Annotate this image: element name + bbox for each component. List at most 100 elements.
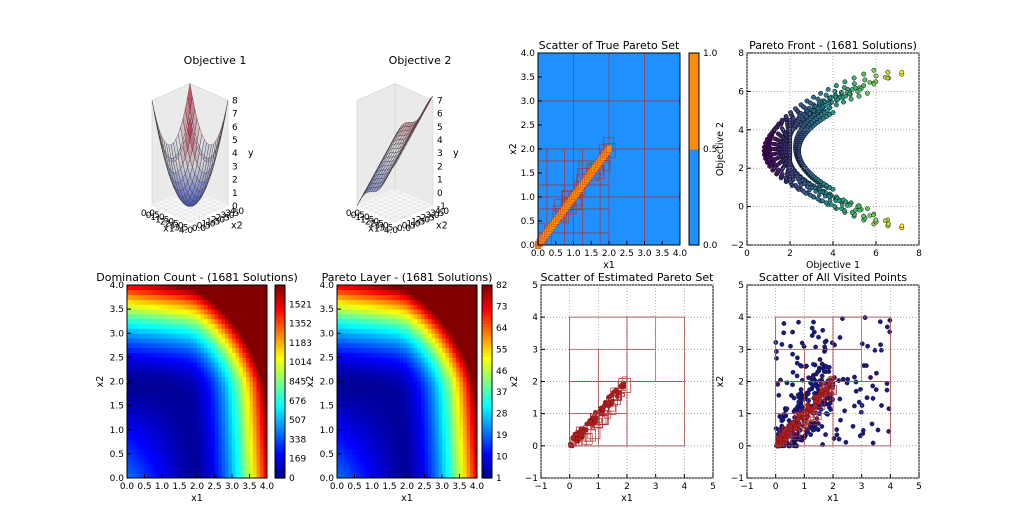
heatmap-cell bbox=[417, 285, 422, 291]
heatmap-cell bbox=[389, 318, 394, 324]
heatmap-cell bbox=[463, 391, 467, 397]
heatmap-cell bbox=[403, 357, 408, 363]
heatmap-cell bbox=[183, 463, 187, 469]
heatmap-cell bbox=[127, 367, 131, 373]
heatmap-cell bbox=[130, 304, 135, 310]
heatmap-cell bbox=[414, 424, 418, 431]
heatmap-cell bbox=[403, 395, 408, 402]
heatmap-cell bbox=[141, 439, 145, 445]
heatmap-cell bbox=[382, 347, 387, 353]
heatmap-cell bbox=[428, 352, 432, 358]
heatmap-cell bbox=[337, 371, 341, 378]
heatmap-cell bbox=[466, 328, 471, 334]
heatmap-cell bbox=[253, 309, 257, 315]
heatmap-cell bbox=[449, 415, 453, 421]
heatmap-cell bbox=[414, 347, 418, 353]
heatmap-cell bbox=[214, 424, 219, 431]
heatmap-cell bbox=[438, 313, 443, 320]
heatmap-cell bbox=[470, 463, 474, 469]
heatmap-cell bbox=[165, 405, 170, 411]
heatmap-cell bbox=[218, 289, 222, 296]
heatmap-cell bbox=[193, 381, 198, 387]
heatmap-cell bbox=[130, 333, 135, 339]
heatmap-cell bbox=[179, 304, 184, 310]
heatmap-cell bbox=[456, 458, 460, 464]
heatmap-cell bbox=[382, 386, 387, 392]
heatmap-cell bbox=[190, 449, 194, 455]
heatmap-cell bbox=[417, 289, 422, 296]
heatmap-cell bbox=[214, 420, 219, 426]
heatmap-cell bbox=[438, 318, 443, 324]
heatmap-cell bbox=[456, 444, 460, 450]
heatmap-cell bbox=[127, 323, 131, 329]
heatmap-cell bbox=[197, 333, 201, 339]
heatmap-cell bbox=[144, 294, 149, 300]
x-tick-label: 3.0 bbox=[374, 222, 389, 232]
heatmap-cell bbox=[225, 463, 229, 469]
heatmap-cell bbox=[435, 391, 439, 397]
heatmap-cell bbox=[134, 400, 138, 407]
y-axis-label: x2 bbox=[231, 220, 243, 231]
heatmap-cell bbox=[410, 376, 415, 382]
heatmap-cell bbox=[176, 357, 180, 363]
heatmap-cell bbox=[368, 347, 373, 353]
heatmap-cell bbox=[218, 328, 222, 334]
heatmap-cell bbox=[400, 400, 404, 407]
heatmap-cell bbox=[337, 313, 341, 320]
heatmap-cell bbox=[169, 318, 173, 324]
heatmap-cell bbox=[225, 294, 229, 300]
heatmap-cell bbox=[137, 453, 142, 460]
heatmap-cell bbox=[400, 328, 404, 334]
heatmap-cell bbox=[382, 352, 387, 358]
heatmap-cell bbox=[176, 424, 180, 431]
heatmap-cell bbox=[393, 410, 397, 416]
heatmap-cell bbox=[361, 468, 366, 474]
heatmap-cell bbox=[417, 429, 422, 435]
heatmap-cell bbox=[141, 328, 145, 334]
heatmap-cell bbox=[431, 434, 436, 440]
heatmap-cell bbox=[428, 386, 432, 392]
heatmap-cell bbox=[228, 357, 233, 363]
heatmap-cell bbox=[193, 342, 198, 349]
heatmap-cell bbox=[260, 386, 264, 392]
heatmap-cell bbox=[382, 285, 387, 291]
heatmap-cell bbox=[337, 338, 341, 344]
heatmap-cell bbox=[365, 304, 369, 310]
heatmap-cell bbox=[239, 420, 243, 426]
heatmap-cell bbox=[228, 386, 233, 392]
heatmap-cell bbox=[130, 463, 135, 469]
heatmap-cell bbox=[417, 434, 422, 440]
heatmap-cell bbox=[435, 405, 439, 411]
heatmap-cell bbox=[148, 299, 152, 305]
heatmap-cell bbox=[351, 313, 355, 320]
heatmap-cell bbox=[260, 304, 264, 310]
heatmap-cell bbox=[431, 381, 436, 387]
heatmap-cell bbox=[459, 371, 464, 378]
heatmap-cell bbox=[417, 318, 422, 324]
heatmap-cell bbox=[449, 328, 453, 334]
heatmap-cell bbox=[260, 371, 264, 378]
heatmap-cell bbox=[239, 294, 243, 300]
heatmap-cell bbox=[130, 415, 135, 421]
heatmap-cell bbox=[225, 405, 229, 411]
heatmap-cell bbox=[211, 400, 215, 407]
heatmap-cell bbox=[151, 453, 156, 460]
heatmap-cell bbox=[235, 367, 240, 373]
heatmap-cell bbox=[242, 424, 247, 431]
heatmap-cell bbox=[375, 338, 380, 344]
heatmap-cell bbox=[403, 323, 408, 329]
heatmap-cell bbox=[365, 420, 369, 426]
y-tick-label: 0.5 bbox=[521, 217, 535, 227]
heatmap-cell bbox=[256, 420, 261, 426]
heatmap-cell bbox=[403, 449, 408, 455]
heatmap-cell bbox=[403, 405, 408, 411]
heatmap-cell bbox=[344, 468, 348, 474]
heatmap-cell bbox=[382, 333, 387, 339]
heatmap-cell bbox=[134, 420, 138, 426]
heatmap-cell bbox=[400, 405, 404, 411]
heatmap-cell bbox=[396, 347, 401, 353]
heatmap-cell bbox=[221, 318, 226, 324]
heatmap-cell bbox=[169, 386, 173, 392]
heatmap-cell bbox=[379, 371, 383, 378]
heatmap-cell bbox=[242, 357, 247, 363]
